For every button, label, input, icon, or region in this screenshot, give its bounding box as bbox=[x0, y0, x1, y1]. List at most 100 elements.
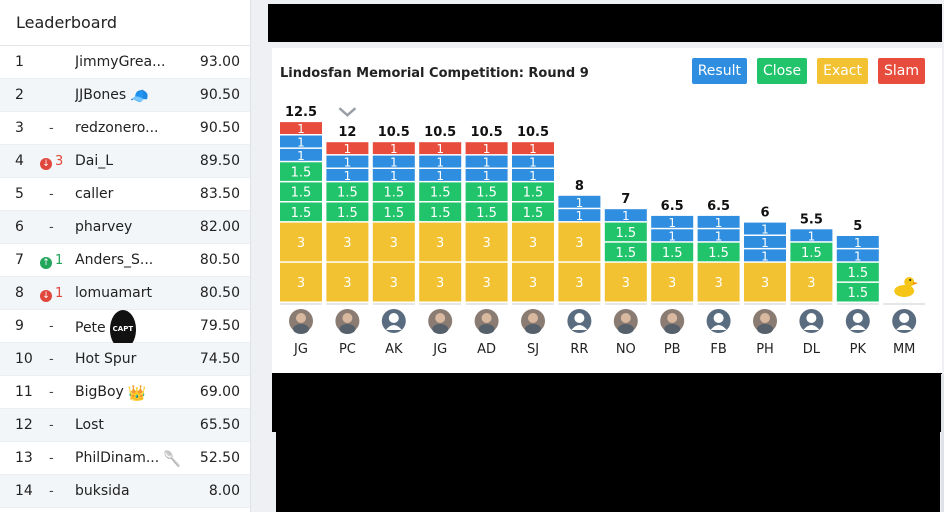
player-name[interactable]: JJBones 🧢 bbox=[75, 79, 195, 113]
player-name[interactable]: Hot Spur bbox=[75, 343, 195, 376]
default-user-avatar-icon[interactable] bbox=[799, 309, 824, 333]
player-score: 65.50 bbox=[199, 417, 240, 433]
player-name[interactable]: lomuamart bbox=[75, 277, 195, 310]
segment-value-label: 3 bbox=[714, 276, 722, 291]
player-photo-avatar[interactable] bbox=[660, 309, 685, 334]
rank-movement: ↓ 3 bbox=[40, 145, 70, 178]
bar-segment-exact bbox=[512, 222, 554, 262]
bar-segment-close bbox=[326, 202, 369, 222]
default-user-avatar-icon[interactable] bbox=[845, 309, 870, 333]
segment-value-label: 3 bbox=[668, 276, 676, 291]
redacted-banner-top bbox=[268, 4, 942, 42]
rank-movement: ↑ 1 bbox=[40, 244, 70, 277]
player-score: 80.50 bbox=[199, 285, 240, 301]
player-score: 69.00 bbox=[199, 384, 240, 400]
bar-segment-result bbox=[372, 169, 415, 181]
player-name-text: BigBoy bbox=[75, 384, 124, 400]
player-score: 90.50 bbox=[199, 87, 240, 103]
bar-segment-exact bbox=[697, 262, 740, 302]
player-name[interactable]: caller bbox=[75, 178, 195, 211]
chevron-down-icon[interactable] bbox=[338, 107, 357, 117]
player-name[interactable]: Pete CAPT bbox=[75, 310, 195, 349]
segment-value-label: 1.5 bbox=[662, 246, 683, 261]
player-score: 82.00 bbox=[199, 219, 240, 235]
player-photo-avatar[interactable] bbox=[613, 309, 638, 334]
rank-movement: - bbox=[40, 442, 70, 475]
default-user-avatar-icon[interactable] bbox=[892, 309, 917, 333]
bar-segment-result bbox=[512, 169, 554, 181]
leaderboard-row[interactable]: 13- PhilDinam... 🥄 52.50 bbox=[0, 442, 250, 475]
leaderboard-row[interactable]: 6 - pharvey 82.00 bbox=[0, 211, 250, 244]
leaderboard-row[interactable]: 14 - buksida 8.00 bbox=[0, 475, 250, 508]
bar-segment-close bbox=[280, 162, 322, 181]
player-name[interactable]: JimmyGrea... bbox=[75, 46, 195, 79]
player-name-text: Pete bbox=[75, 320, 106, 336]
segment-value-label: 1.5 bbox=[430, 206, 451, 221]
player-name-text: Anders_S... bbox=[75, 252, 154, 268]
bar-segment-result bbox=[744, 222, 786, 235]
leaderboard-row[interactable]: 10 - Hot Spur 74.50 bbox=[0, 343, 250, 376]
segment-value-label: 1.5 bbox=[801, 246, 822, 261]
default-user-avatar-icon[interactable] bbox=[381, 309, 406, 333]
exact-button[interactable]: Exact bbox=[817, 58, 868, 84]
player-name[interactable]: PhilDinam... 🥄 bbox=[75, 442, 195, 476]
leaderboard-row[interactable]: 2 JJBones 🧢 90.50 bbox=[0, 79, 250, 112]
leaderboard-row[interactable]: 11- BigBoy 👑 69.00 bbox=[0, 376, 250, 409]
player-photo-avatar[interactable] bbox=[335, 309, 360, 334]
rank-movement-value: - bbox=[49, 352, 54, 367]
player-name[interactable]: pharvey bbox=[75, 211, 195, 244]
player-photo-avatar[interactable] bbox=[521, 309, 545, 334]
slam-button[interactable]: Slam bbox=[878, 58, 925, 84]
player-score: 52.50 bbox=[199, 450, 240, 466]
bar-segment-result bbox=[419, 169, 462, 181]
leaderboard-row[interactable]: 1 JimmyGrea... 93.00 bbox=[0, 46, 250, 79]
segment-value-label: 1 bbox=[344, 169, 352, 183]
player-name[interactable]: redzonero... bbox=[75, 112, 195, 145]
bar-segment-result bbox=[558, 209, 601, 222]
player-photo-avatar[interactable] bbox=[428, 309, 453, 334]
bar-total-label: 5 bbox=[853, 219, 862, 234]
bar-segment-exact bbox=[326, 262, 369, 302]
player-photo-avatar[interactable] bbox=[474, 309, 499, 334]
segment-value-label: 1 bbox=[529, 156, 537, 170]
segment-value-label: 1 bbox=[297, 122, 305, 136]
close-button[interactable]: Close bbox=[756, 58, 808, 84]
leaderboard-row[interactable]: 7 ↑ 1 Anders_S... 80.50 bbox=[0, 244, 250, 277]
segment-value-label: 1 bbox=[436, 142, 444, 156]
leaderboard-row[interactable]: 8 ↓ 1 lomuamart 80.50 bbox=[0, 277, 250, 310]
player-photo-avatar[interactable] bbox=[289, 309, 313, 334]
player-name[interactable]: buksida bbox=[75, 475, 195, 508]
player-initials-label: MM bbox=[893, 342, 915, 357]
segment-value-label: 3 bbox=[297, 236, 305, 251]
rank-number: 14 bbox=[15, 483, 33, 499]
rank-movement: ↓ 1 bbox=[40, 277, 70, 310]
default-user-avatar-icon[interactable] bbox=[706, 309, 731, 333]
default-user-avatar-icon[interactable] bbox=[567, 309, 592, 333]
result-button[interactable]: Result bbox=[691, 58, 747, 84]
player-name[interactable]: Anders_S... bbox=[75, 244, 195, 277]
player-name[interactable]: Lost bbox=[75, 409, 195, 442]
rank-number: 4 bbox=[15, 153, 24, 169]
segment-value-label: 3 bbox=[482, 236, 490, 251]
segment-value-label: 1 bbox=[761, 223, 769, 237]
leaderboard-row[interactable]: 3 - redzonero... 90.50 bbox=[0, 112, 250, 145]
arrow-down-icon: ↓ bbox=[40, 290, 52, 302]
segment-value-label: 3 bbox=[529, 236, 537, 251]
player-initials-label: FB bbox=[710, 342, 726, 357]
bar-total-label: 6.5 bbox=[707, 199, 730, 214]
segment-value-label: 1 bbox=[854, 249, 862, 263]
leaderboard-row[interactable]: 9- Pete CAPT 79.50 bbox=[0, 310, 250, 349]
player-name[interactable]: Dai_L bbox=[75, 145, 195, 178]
segment-value-label: 3 bbox=[622, 276, 630, 291]
player-name-text: pharvey bbox=[75, 219, 133, 235]
legend-buttons: Result Close Exact Slam bbox=[691, 58, 925, 84]
segment-value-label: 1 bbox=[715, 229, 723, 243]
leaderboard-row[interactable]: 4 ↓ 3 Dai_L 89.50 bbox=[0, 145, 250, 178]
leaderboard-row[interactable]: 5 - caller 83.50 bbox=[0, 178, 250, 211]
segment-value-label: 1.5 bbox=[430, 186, 451, 201]
bar-segment-slam bbox=[372, 142, 415, 155]
leaderboard-row[interactable]: 12 - Lost 65.50 bbox=[0, 409, 250, 442]
player-initials-label: SJ bbox=[527, 342, 539, 357]
player-photo-avatar[interactable] bbox=[753, 309, 777, 334]
player-name[interactable]: BigBoy 👑 bbox=[75, 376, 195, 410]
